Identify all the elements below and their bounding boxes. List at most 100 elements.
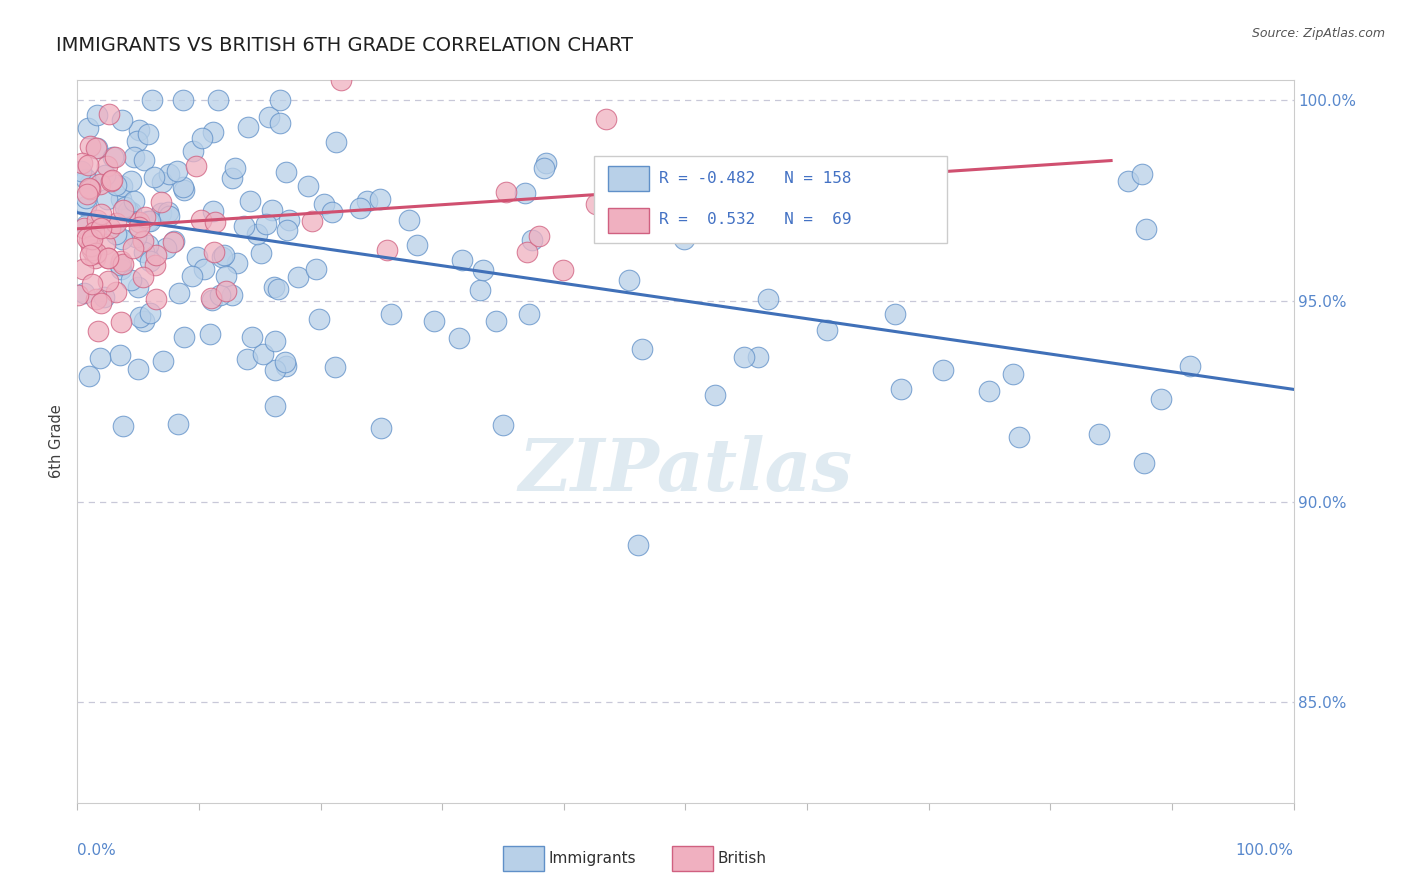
Point bbox=[1088, 427, 1111, 442]
Point bbox=[76, 158, 98, 172]
Point bbox=[287, 269, 309, 284]
Point bbox=[75, 172, 97, 186]
Point bbox=[368, 192, 391, 206]
Point bbox=[157, 209, 180, 223]
Point bbox=[155, 241, 177, 255]
Point bbox=[262, 203, 284, 218]
Point bbox=[84, 251, 107, 265]
Point bbox=[259, 110, 281, 124]
Point bbox=[139, 306, 162, 320]
Text: British: British bbox=[717, 852, 766, 866]
Point bbox=[110, 254, 132, 268]
Point bbox=[239, 194, 262, 209]
Point bbox=[619, 273, 641, 287]
Point bbox=[513, 186, 536, 200]
Point bbox=[321, 205, 343, 219]
Point bbox=[733, 350, 755, 364]
Point bbox=[124, 150, 146, 164]
Point bbox=[136, 237, 159, 252]
Point bbox=[69, 164, 91, 178]
Point bbox=[630, 342, 652, 356]
Text: ZIPatlas: ZIPatlas bbox=[519, 435, 852, 506]
Point bbox=[79, 138, 101, 153]
Point bbox=[181, 269, 204, 284]
Point bbox=[495, 185, 517, 199]
Point bbox=[207, 93, 229, 107]
Point bbox=[349, 201, 371, 215]
Text: R =  0.532   N =  69: R = 0.532 N = 69 bbox=[658, 212, 851, 227]
Point bbox=[101, 173, 124, 187]
Point bbox=[276, 359, 298, 374]
Point bbox=[145, 293, 167, 307]
Point bbox=[232, 219, 254, 234]
Point bbox=[112, 202, 135, 217]
Point bbox=[77, 368, 100, 383]
Point bbox=[204, 214, 226, 228]
Point bbox=[263, 362, 285, 376]
Point bbox=[150, 194, 173, 209]
Point bbox=[212, 247, 235, 261]
Point bbox=[252, 347, 274, 361]
Point bbox=[97, 107, 120, 121]
Point bbox=[132, 234, 155, 248]
Point bbox=[73, 286, 96, 301]
Point bbox=[104, 285, 127, 299]
Point bbox=[1130, 167, 1153, 181]
Point bbox=[167, 417, 190, 431]
Point bbox=[226, 256, 249, 270]
Point bbox=[84, 141, 107, 155]
Point bbox=[110, 348, 132, 362]
Point bbox=[756, 292, 779, 306]
Point bbox=[221, 171, 243, 186]
Point bbox=[1178, 359, 1201, 373]
Point bbox=[263, 334, 285, 348]
Point bbox=[120, 272, 142, 286]
Point bbox=[183, 144, 205, 158]
Point bbox=[200, 291, 222, 305]
Point bbox=[264, 399, 287, 413]
Point bbox=[79, 233, 101, 247]
Point bbox=[172, 93, 194, 107]
Point bbox=[75, 191, 97, 205]
FancyBboxPatch shape bbox=[607, 166, 650, 191]
Point bbox=[86, 324, 108, 338]
Point bbox=[330, 73, 353, 87]
Point bbox=[112, 257, 135, 271]
Point bbox=[533, 161, 555, 176]
Point bbox=[1133, 456, 1156, 470]
Text: Source: ZipAtlas.com: Source: ZipAtlas.com bbox=[1251, 27, 1385, 40]
Point bbox=[553, 262, 575, 277]
Point bbox=[516, 244, 538, 259]
Point bbox=[145, 248, 167, 262]
Point bbox=[375, 243, 398, 257]
Point bbox=[263, 280, 285, 294]
Point bbox=[900, 220, 922, 235]
Point bbox=[127, 280, 149, 294]
Point bbox=[208, 288, 231, 302]
Point bbox=[304, 262, 326, 277]
Point bbox=[325, 359, 347, 374]
Point bbox=[83, 225, 105, 239]
Point bbox=[173, 182, 195, 196]
Point bbox=[90, 296, 112, 310]
Point bbox=[111, 419, 134, 434]
Point bbox=[90, 220, 112, 235]
Point bbox=[82, 232, 104, 246]
Point bbox=[145, 258, 167, 272]
Point bbox=[250, 246, 273, 260]
Point bbox=[278, 212, 301, 227]
Point bbox=[215, 284, 238, 298]
Point bbox=[1150, 392, 1173, 407]
Point bbox=[122, 194, 145, 209]
Point bbox=[136, 214, 159, 228]
Point bbox=[193, 262, 215, 277]
Point bbox=[198, 326, 221, 341]
Point bbox=[86, 141, 108, 155]
Point bbox=[97, 274, 120, 288]
Point bbox=[470, 283, 492, 297]
Point bbox=[77, 181, 100, 195]
Point bbox=[815, 323, 838, 337]
Point bbox=[120, 174, 142, 188]
Point bbox=[96, 160, 118, 174]
Point bbox=[246, 227, 269, 241]
